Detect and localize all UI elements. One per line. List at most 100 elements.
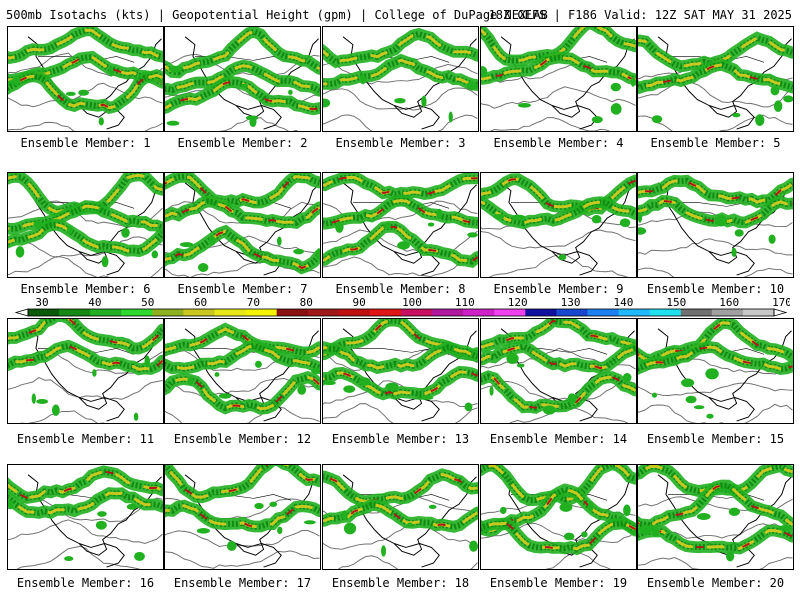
isotach-band xyxy=(638,319,793,367)
colorbar-upper-arrow xyxy=(773,308,788,317)
isotach-cell xyxy=(639,524,653,535)
isotach-core xyxy=(8,469,163,500)
colorbar-swatch xyxy=(556,309,588,316)
colorbar-swatch xyxy=(307,309,340,316)
isotach-cell xyxy=(651,527,660,537)
isotach-max xyxy=(323,503,478,528)
ensemble-member-map xyxy=(164,172,321,278)
isotach-cell xyxy=(101,256,109,268)
ensemble-member-label: Ensemble Member: 18 xyxy=(331,576,470,590)
colorbar-swatch xyxy=(121,309,153,316)
isotach-cell xyxy=(64,556,74,562)
height-contour xyxy=(329,555,478,569)
isotach-cell xyxy=(288,89,293,95)
isotach-cell xyxy=(98,117,104,126)
isotach-cell xyxy=(516,363,525,368)
coastline xyxy=(708,396,755,422)
coastline xyxy=(551,250,598,276)
coastline xyxy=(393,396,440,422)
isotach-cell xyxy=(323,98,331,108)
isotach-cell xyxy=(179,242,194,248)
isotach-cell xyxy=(610,103,622,115)
colorbar-swatch xyxy=(59,309,91,316)
colorbar-swatch xyxy=(369,309,402,316)
colorbar-swatch xyxy=(90,309,122,316)
isotach-cell xyxy=(421,395,434,400)
isotach-cell xyxy=(297,384,307,395)
north-america-wind-map xyxy=(165,173,320,277)
isotach-cell xyxy=(197,263,209,272)
height-contour xyxy=(8,377,163,400)
ensemble-member-map xyxy=(480,26,637,132)
height-contour xyxy=(8,255,163,277)
isotach-band xyxy=(481,486,636,534)
isotach-cell xyxy=(732,112,741,118)
ensemble-member-map xyxy=(480,464,637,570)
isotach-cell xyxy=(467,232,478,238)
isotach-max xyxy=(481,345,636,370)
colorbar-swatch xyxy=(152,309,184,316)
isotach-cell xyxy=(341,510,348,521)
isotach-cell xyxy=(542,405,556,415)
isotach-cell xyxy=(277,236,282,246)
isotach-core xyxy=(481,465,636,502)
isotach-max xyxy=(8,344,163,371)
isotach-max xyxy=(638,484,793,527)
isotach-core xyxy=(481,345,636,370)
height-contour xyxy=(165,550,320,569)
isotach-cell xyxy=(651,115,663,124)
isotach-cell xyxy=(706,413,714,419)
colorbar-tick-label: 90 xyxy=(353,297,366,309)
ensemble-member-map xyxy=(322,26,479,132)
header-title: 500mb Isotachs (kts) | Geopotential Heig… xyxy=(6,8,548,22)
north-america-wind-map xyxy=(165,322,320,423)
coastline xyxy=(235,542,282,568)
isotach-cell xyxy=(469,540,478,552)
isotach-core xyxy=(323,345,478,370)
isotach-max xyxy=(638,529,793,550)
coastline xyxy=(78,250,125,276)
isotach-cell xyxy=(208,235,216,246)
height-contour xyxy=(638,238,793,256)
colorbar-tick-label: 160 xyxy=(719,297,739,309)
colorbar-swatch xyxy=(432,309,464,316)
isotach-cell xyxy=(407,522,413,528)
ensemble-member-label: Ensemble Member: 9 xyxy=(493,282,624,296)
isotach-cell xyxy=(581,531,588,538)
height-contour xyxy=(323,62,478,85)
coastline xyxy=(78,542,125,568)
isotach-cell xyxy=(587,501,594,512)
north-america-wind-map xyxy=(323,468,478,569)
coastline xyxy=(27,328,162,410)
isotach-cell xyxy=(696,513,711,520)
height-contour xyxy=(638,114,793,131)
isotach-max xyxy=(165,376,320,410)
isotach-max xyxy=(165,81,320,111)
isotach-cell xyxy=(121,227,130,238)
coastline xyxy=(393,104,440,130)
ensemble-member-label: Ensemble Member: 16 xyxy=(16,576,155,590)
isotach-core xyxy=(638,199,793,224)
isotach-max xyxy=(165,200,320,224)
isotach-cell xyxy=(506,352,519,365)
height-contour xyxy=(323,522,478,550)
isotach-core xyxy=(165,504,320,528)
isotach-cell xyxy=(651,392,658,398)
north-america-wind-map xyxy=(481,173,636,277)
coastline xyxy=(708,104,755,130)
height-contour xyxy=(638,382,793,397)
isotach-cell xyxy=(151,250,159,259)
north-america-wind-map xyxy=(481,465,636,569)
isotach-cell xyxy=(133,412,139,421)
height-contour xyxy=(219,117,299,131)
colorbar-swatch xyxy=(245,309,278,316)
isotach-band xyxy=(481,319,636,350)
coastline xyxy=(551,104,598,130)
isotach-cell xyxy=(303,520,316,525)
isotach-cell xyxy=(144,355,150,368)
isotach-cell xyxy=(95,520,107,530)
north-america-wind-map xyxy=(8,173,163,277)
north-america-wind-map xyxy=(638,465,793,569)
isotach-core xyxy=(165,64,320,93)
isotach-cell xyxy=(610,82,622,92)
